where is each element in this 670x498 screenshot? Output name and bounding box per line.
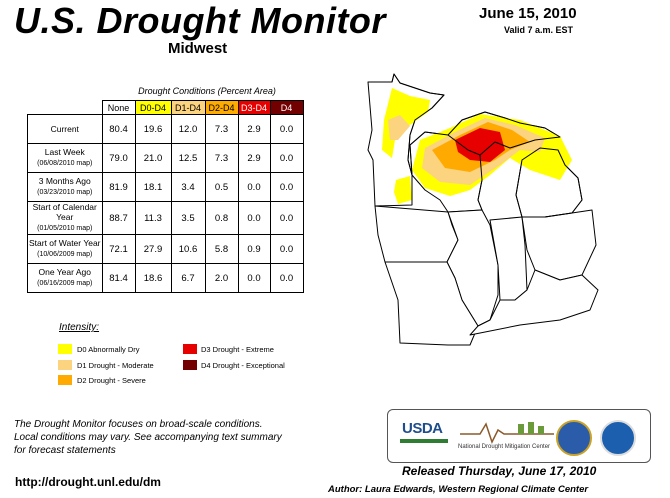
cell: 2.0 bbox=[204, 263, 239, 293]
cell: 7.3 bbox=[204, 114, 239, 144]
cell: 27.9 bbox=[134, 234, 172, 264]
map-date: June 15, 2010 bbox=[479, 5, 577, 22]
cell: 0.0 bbox=[269, 201, 304, 235]
state-ohio bbox=[521, 209, 597, 281]
cell: 0.0 bbox=[269, 234, 304, 264]
row-sublabel: (01/05/2010 map) bbox=[37, 225, 93, 232]
legend-label-d1: D1 Drought - Moderate bbox=[77, 361, 154, 370]
row-label: 3 Months Ago (03/23/2010 map) bbox=[27, 172, 103, 202]
table-row: Start of Water Year (10/06/2009 map) 72.1… bbox=[27, 234, 304, 264]
noaa-logo-icon bbox=[600, 420, 636, 456]
cell: 21.0 bbox=[134, 143, 172, 173]
usda-logo-stripe bbox=[400, 439, 448, 443]
legend-label-d3: D3 Drought - Extreme bbox=[201, 345, 274, 354]
table-row: Last Week (06/08/2010 map) 79.0 21.0 12.5… bbox=[27, 143, 304, 173]
d3-area-wisconsin-michigan bbox=[455, 128, 505, 162]
row-sublabel: (06/16/2009 map) bbox=[37, 280, 93, 287]
d1-area-minnesota bbox=[388, 115, 410, 140]
cell: 6.7 bbox=[170, 263, 206, 293]
row-label: Current bbox=[27, 114, 103, 144]
state-missouri bbox=[384, 261, 479, 346]
legend-title: Intensity: bbox=[59, 322, 100, 333]
commerce-seal-icon bbox=[556, 420, 592, 456]
usda-logo: USDA bbox=[402, 420, 443, 437]
map-title: U.S. Drought Monitor bbox=[14, 0, 386, 41]
cell: 72.1 bbox=[101, 234, 136, 264]
footnote: The Drought Monitor focuses on broad-sca… bbox=[14, 419, 282, 456]
table-row: One Year Ago (06/16/2009 map) 81.4 18.6 6… bbox=[27, 263, 304, 293]
cell: 12.5 bbox=[170, 143, 206, 173]
cell: 81.4 bbox=[101, 263, 136, 293]
cell: 18.1 bbox=[134, 172, 172, 202]
legend-label-d4: D4 Drought - Exceptional bbox=[201, 361, 285, 370]
cell: 18.6 bbox=[134, 263, 172, 293]
valid-time: Valid 7 a.m. EST bbox=[504, 25, 574, 35]
website-url[interactable]: http://drought.unl.edu/dm bbox=[15, 475, 161, 489]
d0-area-minnesota-south bbox=[394, 176, 412, 204]
ndmc-logo-icon bbox=[460, 422, 554, 444]
author-credit: Author: Laura Edwards, Western Regional … bbox=[328, 484, 589, 495]
col-header-d4: D4 bbox=[269, 100, 304, 115]
release-date: Released Thursday, June 17, 2010 bbox=[402, 464, 597, 478]
table-header-row: None D0-D4 D1-D4 D2-D4 D3-D4 D4 bbox=[27, 100, 304, 115]
legend-label-d2: D2 Drought - Severe bbox=[77, 376, 146, 385]
legend-swatch-d4 bbox=[183, 360, 197, 370]
row-sublabel: (10/06/2009 map) bbox=[37, 251, 93, 258]
cell: 3.4 bbox=[170, 172, 206, 202]
cell: 0.0 bbox=[269, 143, 304, 173]
region-name: Midwest bbox=[168, 40, 228, 57]
legend-swatch-d2 bbox=[58, 375, 72, 385]
col-header-none: None bbox=[101, 100, 136, 115]
drought-conditions-table: None D0-D4 D1-D4 D2-D4 D3-D4 D4 Current … bbox=[27, 100, 304, 293]
state-iowa bbox=[374, 205, 459, 263]
row-sublabel: (03/23/2010 map) bbox=[37, 189, 93, 196]
logo-panel: USDA National Drought Mitigation Center bbox=[387, 409, 651, 463]
table-caption: Drought Conditions (Percent Area) bbox=[138, 86, 276, 96]
legend-swatch-d0 bbox=[58, 344, 72, 354]
col-header-d2-d4: D2-D4 bbox=[204, 100, 239, 115]
col-header-d3-d4: D3-D4 bbox=[237, 100, 271, 115]
cell: 12.0 bbox=[170, 114, 206, 144]
row-label: Start of Water Year (10/06/2009 map) bbox=[27, 234, 103, 264]
cell: 0.0 bbox=[269, 263, 304, 293]
row-sublabel: (06/08/2010 map) bbox=[37, 160, 93, 167]
legend-swatch-d1 bbox=[58, 360, 72, 370]
cell: 0.0 bbox=[237, 201, 271, 235]
legend-swatch-d3 bbox=[183, 344, 197, 354]
cell: 0.0 bbox=[269, 172, 304, 202]
legend-label-d0: D0 Abnormally Dry bbox=[77, 345, 140, 354]
ndmc-logo-text: National Drought Mitigation Center bbox=[458, 444, 551, 450]
table-row: Start of Calendar Year (01/05/2010 map) 8… bbox=[27, 201, 304, 235]
state-kentucky bbox=[469, 269, 599, 336]
table-row: 3 Months Ago (03/23/2010 map) 81.9 18.1 3… bbox=[27, 172, 304, 202]
